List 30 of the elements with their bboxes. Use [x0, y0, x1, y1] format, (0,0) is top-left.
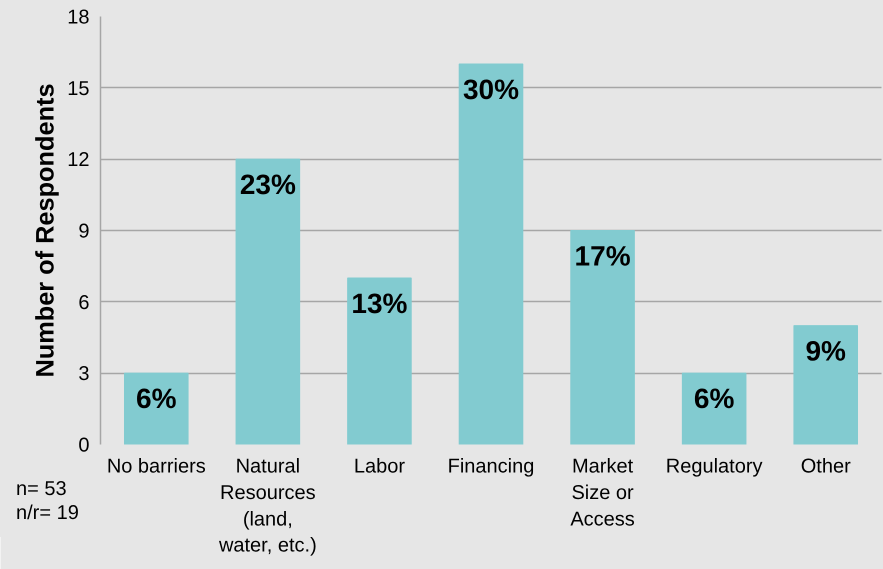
- text: n= 53 n/r= 19: [16, 477, 79, 525]
- y-axis-title: Number of Respondents: [31, 83, 60, 378]
- y-tick-label: 15: [67, 78, 90, 100]
- annotation: 17%: [574, 240, 631, 272]
- y-tick-label: 0: [78, 434, 90, 456]
- y-tick-label: 6: [78, 292, 90, 314]
- bar: [682, 372, 746, 444]
- y-tick-label: 3: [78, 363, 90, 386]
- bar: [236, 158, 300, 444]
- annotation: 23%: [240, 169, 296, 200]
- y-tick-label: 12: [67, 149, 90, 172]
- x-tick-label: Market Size or Access: [570, 456, 635, 530]
- annotation: 6%: [694, 383, 734, 414]
- annotation: 30%: [462, 74, 520, 106]
- annotation: 9%: [805, 336, 846, 367]
- annotation: 13%: [351, 288, 408, 320]
- x-tick-label: Other: [800, 456, 852, 478]
- bar: [124, 372, 189, 444]
- x-tick-label: No barriers: [106, 456, 206, 478]
- x-tick-label: Regulatory: [666, 456, 762, 478]
- annotation: 6%: [136, 383, 177, 414]
- x-tick-label: Financing: [448, 456, 534, 478]
- x-tick-label: Labor: [354, 456, 406, 478]
- bar: [347, 278, 412, 444]
- y-tick-label: 9: [78, 220, 90, 242]
- bar: [793, 325, 858, 444]
- bar: [570, 230, 635, 444]
- y-tick-label: 18: [67, 6, 90, 28]
- bar: [458, 64, 524, 444]
- x-tick-label: Natural Resources (land, water, etc.): [218, 456, 317, 557]
